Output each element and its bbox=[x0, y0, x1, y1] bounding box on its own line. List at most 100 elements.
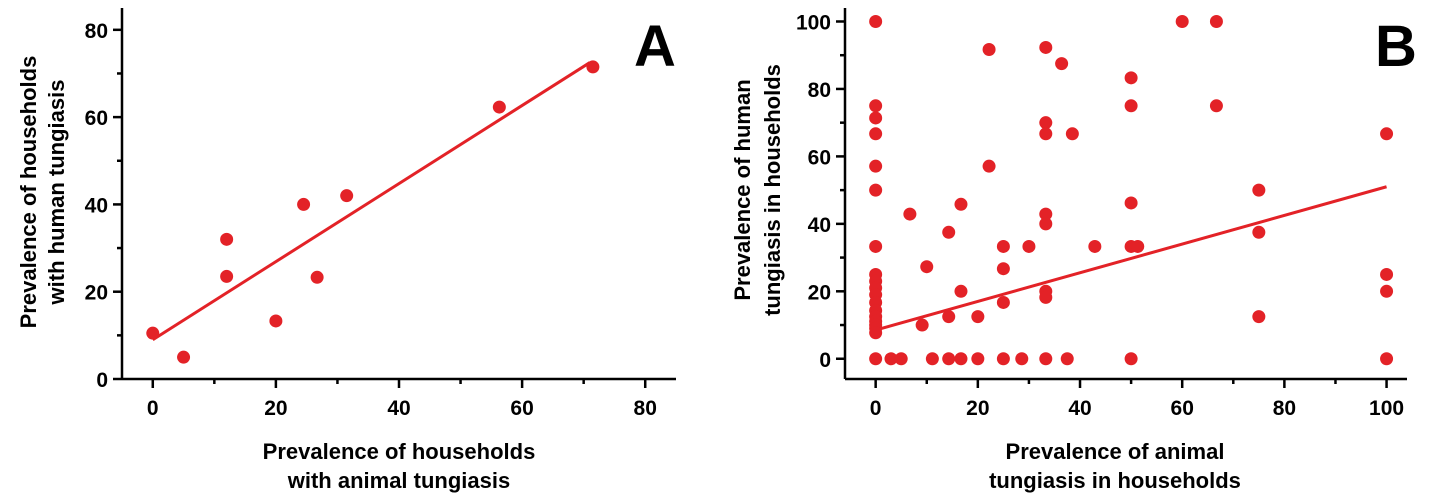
panel-b-data-point bbox=[1380, 352, 1394, 366]
panel-a-data-point bbox=[492, 100, 506, 114]
panel-a-data-point bbox=[146, 326, 160, 340]
panel-a-data-point bbox=[586, 60, 600, 74]
panel-b-y-tick-label: 60 bbox=[808, 146, 831, 169]
panel-b-data-point bbox=[1039, 352, 1053, 366]
panel-a-regression-line bbox=[151, 61, 591, 341]
panel-b-data-point bbox=[894, 352, 908, 366]
panel-b-x-tick-label: 100 bbox=[1369, 397, 1404, 420]
panel-a-x-tick-label: 20 bbox=[264, 397, 287, 420]
panel-b-data-point bbox=[942, 310, 956, 324]
panel-b-y-tick-label: 80 bbox=[808, 79, 831, 102]
panel-b-data-point bbox=[982, 159, 996, 173]
panel-b-data-point bbox=[1065, 127, 1079, 141]
panel-b-data-point bbox=[1209, 14, 1223, 28]
panel-b-ylabel-line1: Prevalence of human bbox=[730, 79, 755, 300]
panel-b-data-point bbox=[996, 239, 1010, 253]
panel-b-data-point bbox=[1380, 284, 1394, 298]
panel-a-data-point bbox=[220, 269, 234, 283]
panel-a-ylabel-line1: Prevalence of households bbox=[16, 56, 41, 329]
panel-b-data-point bbox=[1124, 99, 1138, 113]
panel-b-data-point bbox=[1015, 352, 1029, 366]
panel-a-data-point bbox=[269, 314, 283, 328]
panel-b-data-point bbox=[1039, 290, 1053, 304]
panel-b-data-point bbox=[1039, 116, 1053, 130]
panel-b-data-point bbox=[1039, 207, 1053, 221]
panel-a-ylabel-line2: with human tungiasis bbox=[44, 80, 69, 306]
panel-b-scatter: 0 20 40 60 80 100 0 20 40 60 80 100 B Prevalence of… bbox=[730, 8, 1417, 493]
panel-b-ylabel-line2: tungiasis in households bbox=[760, 64, 785, 316]
panel-b-data-point bbox=[1055, 57, 1069, 71]
panel-b-data-point bbox=[869, 352, 883, 366]
panel-b-y-tick-label: 20 bbox=[808, 281, 831, 304]
panel-b-data-point bbox=[915, 318, 929, 332]
panel-b-data-point bbox=[869, 14, 883, 28]
panel-a-x-tick-label: 0 bbox=[147, 397, 159, 420]
panel-b-data-point bbox=[1131, 239, 1145, 253]
panel-a-data-point bbox=[177, 350, 191, 364]
panel-b-data-point bbox=[869, 326, 883, 340]
panel-b-data-point bbox=[869, 99, 883, 113]
panel-b-data-point bbox=[996, 262, 1010, 276]
panel-b-data-point bbox=[1380, 267, 1394, 281]
panel-b-data-point bbox=[869, 239, 883, 253]
panel-b-xlabel-line1: Prevalence of animal bbox=[1006, 439, 1225, 464]
panel-b-y-tick-label: 0 bbox=[819, 349, 831, 372]
panel-a-xlabel-line1: Prevalence of households bbox=[263, 439, 536, 464]
panel-a-x-tick-label: 40 bbox=[387, 397, 410, 420]
panel-a-data-point bbox=[310, 270, 324, 284]
panel-b-data-point bbox=[971, 352, 985, 366]
panel-b-data-point bbox=[1124, 71, 1138, 85]
panel-b-data-point bbox=[1088, 239, 1102, 253]
panel-b-data-point bbox=[869, 127, 883, 141]
panel-a-letter: A bbox=[634, 14, 676, 79]
panel-a-y-tick-label: 80 bbox=[85, 20, 108, 43]
panel-a-y-tick-label: 0 bbox=[96, 369, 108, 392]
panel-b-xlabel-line2: tungiasis in households bbox=[989, 468, 1241, 493]
panel-b-data-point bbox=[1252, 183, 1266, 197]
panel-b-data-point bbox=[971, 310, 985, 324]
panel-b-data-point bbox=[1124, 196, 1138, 210]
panel-b-x-tick-label: 40 bbox=[1068, 397, 1091, 420]
panel-a-fit-line bbox=[151, 61, 591, 341]
panel-b-data-point bbox=[1124, 352, 1138, 366]
panel-a-data-point bbox=[340, 189, 354, 203]
panel-a-y-tick-label: 20 bbox=[85, 282, 108, 305]
panel-b-data-point bbox=[869, 159, 883, 173]
panel-b-data-point bbox=[954, 352, 968, 366]
panel-a-data-point bbox=[220, 232, 234, 246]
panel-b-data-point bbox=[884, 352, 898, 366]
panel-b-data-point bbox=[982, 42, 996, 56]
panel-b-fit-line bbox=[875, 185, 1387, 332]
panel-b-regression-line bbox=[875, 185, 1387, 332]
panel-b-data-point bbox=[1209, 99, 1223, 113]
panel-b-data-point bbox=[1060, 352, 1074, 366]
panel-b-data-point bbox=[942, 352, 956, 366]
panel-b-data-point bbox=[1039, 127, 1053, 141]
panel-b-axes: 0 20 40 60 80 100 0 20 40 60 80 100 bbox=[796, 8, 1407, 420]
panel-a-scatter: 0 20 40 60 80 0 20 40 60 80 A Prevalence of house… bbox=[16, 8, 676, 493]
panel-b-data-point bbox=[954, 197, 968, 211]
panel-b-data-point bbox=[869, 111, 883, 125]
panel-b-data-point bbox=[903, 207, 917, 221]
panel-b-data-point bbox=[1022, 239, 1036, 253]
panel-b-data-point bbox=[942, 225, 956, 239]
panel-b-data-point bbox=[1039, 217, 1053, 231]
panel-b-data-point bbox=[996, 352, 1010, 366]
panel-b-data-point bbox=[920, 260, 934, 274]
panel-b-points bbox=[869, 14, 1394, 366]
panel-a-x-tick-label: 60 bbox=[510, 397, 533, 420]
panel-b-data-point bbox=[869, 183, 883, 197]
panel-a-axes: 0 20 40 60 80 0 20 40 60 80 bbox=[85, 8, 676, 420]
panel-b-y-tick-label: 40 bbox=[808, 214, 831, 237]
panel-b-data-point bbox=[1252, 310, 1266, 324]
panel-a-xlabel-line2: with animal tungiasis bbox=[287, 468, 510, 493]
panel-b-data-point bbox=[1380, 127, 1394, 141]
panel-a-x-tick-label: 80 bbox=[634, 397, 657, 420]
panel-a-y-tick-label: 40 bbox=[85, 194, 108, 217]
panel-b-letter: B bbox=[1375, 14, 1417, 79]
panel-a-data-point bbox=[297, 197, 311, 211]
panel-b-x-tick-label: 60 bbox=[1171, 397, 1194, 420]
panel-a-y-tick-label: 60 bbox=[85, 107, 108, 130]
panel-b-data-point bbox=[996, 295, 1010, 309]
